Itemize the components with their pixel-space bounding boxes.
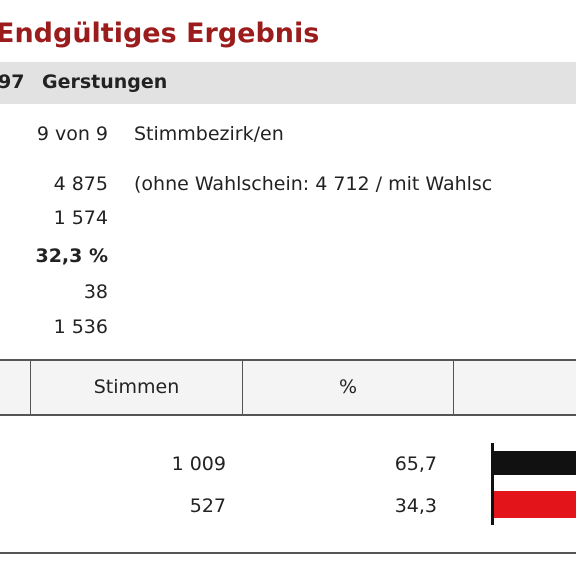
page-title: Endgültiges Ergebnis <box>0 18 320 49</box>
table-header <box>0 359 576 416</box>
divider <box>242 361 243 414</box>
summary-value: 38 <box>83 281 108 303</box>
table-bottom <box>0 552 576 554</box>
summary-value: 4 875 <box>53 173 108 195</box>
column-header: % <box>338 376 358 398</box>
summary-note: (ohne Wahlschein: 4 712 / mit Wahlsc <box>134 173 493 195</box>
summary-value: 1 574 <box>53 207 108 229</box>
party-bar <box>494 451 576 475</box>
summary-value: 1 536 <box>53 316 108 338</box>
percent: 65,7 <box>394 453 437 475</box>
summary-note: Stimmbezirk/en <box>134 123 284 145</box>
divider <box>30 361 31 414</box>
area-name: Gerstungen <box>42 71 168 93</box>
votes: 527 <box>189 495 226 517</box>
votes: 1 009 <box>171 453 226 475</box>
percent: 34,3 <box>394 495 437 517</box>
summary-value: 9 von 9 <box>36 123 108 145</box>
bar-axis <box>491 443 494 525</box>
column-header: Stimmen <box>93 376 180 398</box>
header-band <box>0 62 576 104</box>
area-number: 97 <box>0 71 25 93</box>
divider <box>453 361 454 414</box>
party-bar <box>494 491 576 518</box>
summary-value: 32,3 % <box>35 245 108 267</box>
